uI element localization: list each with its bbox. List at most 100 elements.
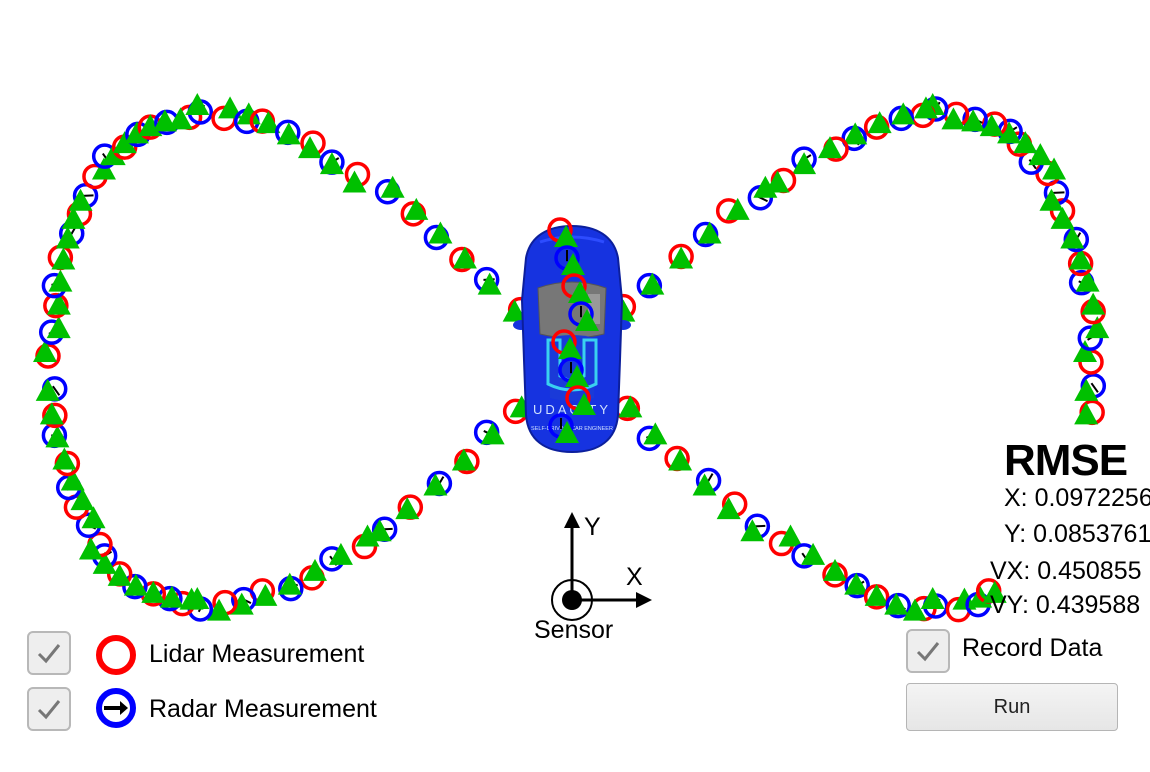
estimate-marker — [920, 587, 945, 609]
estimate-marker — [778, 524, 803, 547]
estimate-marker — [328, 542, 353, 565]
rmse-x: X: 0.0972256 — [1004, 484, 1150, 512]
estimate-marker — [864, 583, 889, 606]
radar-arrow — [1053, 191, 1065, 194]
red-ring-icon — [96, 635, 136, 675]
estimate-marker — [902, 598, 927, 621]
estimate-marker — [740, 519, 765, 542]
estimate-marker — [568, 281, 592, 303]
estimate-marker — [725, 197, 750, 220]
measurement-markers — [33, 93, 1110, 623]
estimate-marker — [141, 580, 166, 603]
estimate-marker — [818, 136, 842, 159]
lidar-marker — [43, 292, 69, 319]
record-data-label: Record Data — [962, 634, 1103, 662]
estimate-marker — [1074, 402, 1099, 425]
x-axis-label: X — [626, 563, 643, 591]
estimate-marker — [395, 497, 420, 520]
estimate-marker — [61, 206, 86, 229]
estimate-marker — [1081, 292, 1106, 315]
estimate-marker — [979, 114, 1004, 137]
radar-label: Radar Measurement — [149, 695, 377, 723]
estimate-marker — [68, 188, 93, 211]
run-button[interactable]: Run — [906, 683, 1118, 731]
estimate-marker — [92, 551, 117, 574]
estimate-marker — [843, 122, 868, 145]
estimate-marker — [168, 107, 193, 130]
estimate-marker — [575, 309, 599, 331]
estimate-marker — [643, 422, 668, 445]
estimate-marker — [753, 175, 778, 198]
estimate-marker — [48, 269, 73, 292]
estimate-marker — [961, 109, 986, 132]
estimate-marker — [941, 107, 966, 130]
estimate-marker — [561, 253, 585, 275]
estimate-marker — [891, 102, 916, 125]
estimate-marker — [801, 542, 826, 565]
estimate-marker — [124, 121, 149, 144]
estimate-marker — [640, 272, 665, 295]
lidar-label: Lidar Measurement — [149, 640, 365, 668]
check-icon — [37, 700, 61, 720]
estimate-marker — [477, 272, 502, 295]
radar-checkbox[interactable] — [27, 687, 71, 731]
estimate-marker — [884, 592, 909, 615]
estimate-marker — [276, 122, 301, 145]
sensor-label: Sensor — [534, 616, 614, 644]
estimate-marker — [668, 448, 693, 471]
estimate-marker — [1073, 340, 1097, 362]
estimate-marker — [185, 93, 210, 115]
estimate-marker — [692, 473, 717, 496]
estimate-marker — [60, 468, 85, 491]
radar-marker — [885, 592, 911, 619]
estimate-marker — [1074, 378, 1099, 401]
estimate-marker — [554, 225, 578, 247]
estimate-marker — [342, 170, 367, 193]
estimate-marker — [277, 572, 302, 595]
estimate-marker — [367, 519, 392, 542]
car-markers — [547, 217, 599, 443]
estimate-marker — [55, 226, 80, 249]
estimate-marker — [792, 152, 817, 175]
estimate-marker — [502, 299, 527, 322]
estimate-marker — [52, 447, 77, 470]
estimate-marker — [70, 488, 95, 511]
radar-arrow — [52, 385, 61, 396]
estimate-marker — [81, 506, 106, 529]
check-icon — [37, 644, 61, 664]
lidar-marker — [449, 246, 475, 273]
estimate-marker — [451, 448, 476, 471]
estimate-marker — [101, 143, 126, 166]
estimate-marker — [997, 121, 1022, 144]
estimate-marker — [319, 152, 344, 175]
estimate-marker — [256, 111, 281, 134]
estimate-marker — [355, 524, 380, 547]
car-brand: UDACITY — [533, 402, 611, 417]
estimate-marker — [1042, 157, 1067, 180]
estimate-marker — [982, 580, 1007, 603]
estimate-marker — [716, 497, 741, 520]
estimate-marker — [303, 558, 327, 581]
estimate-marker — [45, 425, 70, 448]
estimate-marker — [1050, 206, 1075, 229]
estimate-marker — [253, 583, 278, 606]
rmse-vx: VX: 0.450855 — [990, 557, 1142, 585]
estimate-marker — [207, 598, 232, 621]
estimate-marker — [1028, 143, 1053, 166]
estimate-marker — [452, 246, 477, 269]
estimate-marker — [669, 246, 694, 269]
estimate-marker — [159, 585, 184, 608]
record-data-checkbox[interactable] — [906, 629, 950, 673]
estimate-marker — [565, 365, 589, 387]
estimate-marker — [765, 170, 790, 193]
estimate-marker — [298, 136, 322, 159]
rmse-y: Y: 0.0853761 — [1004, 520, 1150, 548]
estimate-marker — [1039, 188, 1064, 211]
estimate-marker — [572, 393, 596, 415]
estimate-marker — [555, 421, 579, 443]
lidar-marker — [454, 448, 480, 475]
estimate-marker — [35, 378, 60, 401]
lidar-checkbox[interactable] — [27, 631, 71, 675]
radar-marker — [636, 272, 663, 299]
estimate-marker — [46, 316, 71, 339]
